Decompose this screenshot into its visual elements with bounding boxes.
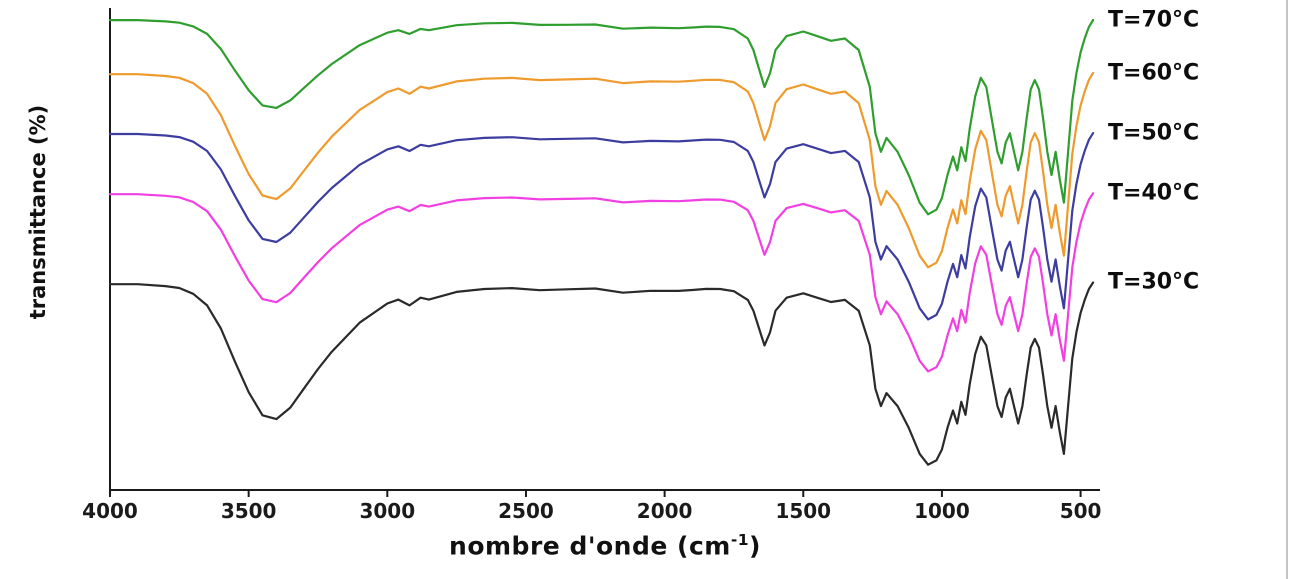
spectrum-curve-40	[108, 192, 1095, 373]
series-label-30: T=30°C	[1108, 269, 1200, 295]
series-label-60: T=60°C	[1108, 60, 1200, 86]
right-edge-divider	[1286, 0, 1288, 579]
x-axis-label: nombre d'onde (cm-1)	[110, 531, 1100, 560]
x-tick-label: 500	[1060, 499, 1102, 523]
x-tick-label: 3000	[359, 499, 415, 523]
series-label-50: T=50°C	[1108, 120, 1200, 146]
series-label-70: T=70°C	[1108, 7, 1200, 33]
x-tick-label: 3500	[221, 499, 277, 523]
x-tick-label: 1500	[775, 499, 831, 523]
x-axis-label-main: nombre d'onde (cm	[449, 531, 731, 561]
x-tick-label: 1000	[914, 499, 970, 523]
spectrum-curve-50	[108, 132, 1095, 321]
spectrum-curve-30	[108, 281, 1095, 466]
spectrum-curve-60	[108, 71, 1095, 269]
x-axis-label-close: )	[749, 531, 761, 561]
x-axis-label-superscript: -1	[730, 531, 750, 549]
x-tick-label: 2500	[498, 499, 554, 523]
x-tick-label: 2000	[637, 499, 693, 523]
series-label-40: T=40°C	[1108, 180, 1200, 206]
x-tick-label: 4000	[82, 499, 138, 523]
spectrum-curve-70	[108, 18, 1095, 216]
